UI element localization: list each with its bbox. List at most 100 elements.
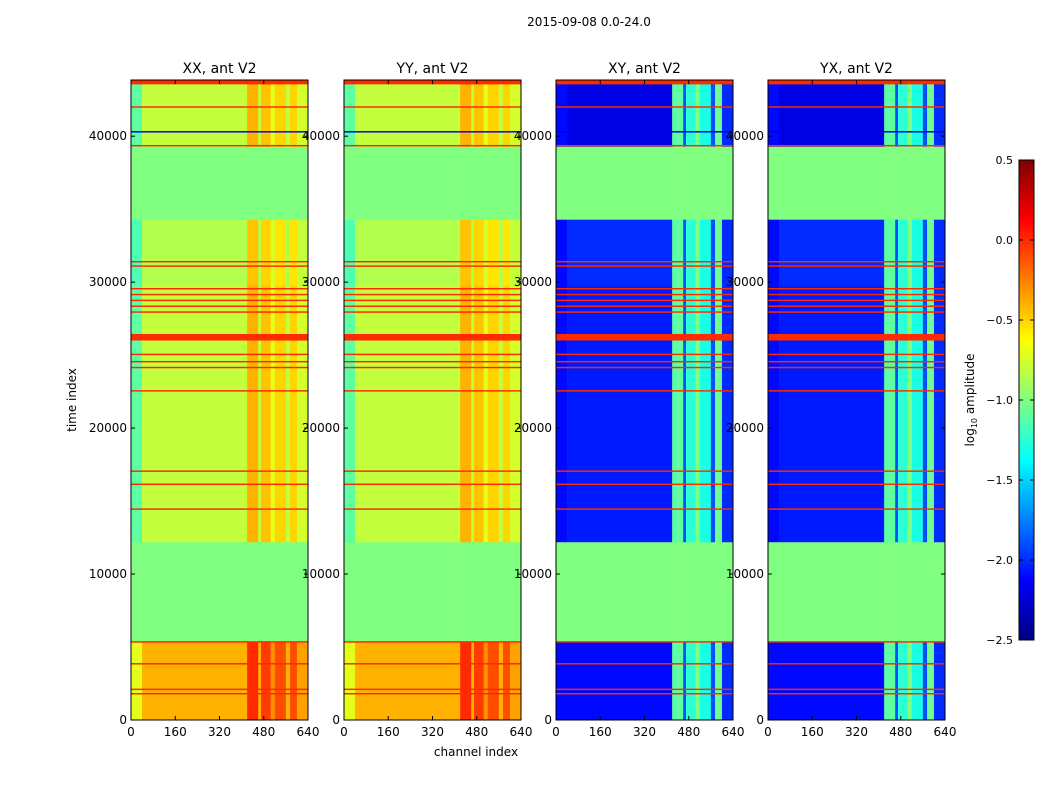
heatmap-cell [779, 219, 885, 286]
heatmap-cell [699, 541, 712, 642]
heatmap-cell [768, 541, 780, 642]
rfi-line [344, 260, 521, 263]
rfi-line [131, 366, 308, 369]
heatmap-cell [897, 641, 908, 721]
heatmap-cell [344, 641, 356, 721]
rfi-line [344, 265, 521, 267]
heatmap-cell [258, 80, 262, 147]
heatmap-cell [258, 146, 262, 220]
y-tick-label: 30000 [514, 275, 552, 289]
heatmap-cell [344, 80, 356, 147]
colorbar-segment [1019, 224, 1034, 229]
colorbar-segment [1019, 320, 1034, 325]
heatmap-cell [556, 541, 568, 642]
heatmap-cell [247, 219, 259, 286]
heatmap-cell [695, 219, 701, 286]
colorbar-segment [1019, 380, 1034, 385]
x-tick-label: 160 [801, 725, 824, 739]
heatmap-cell [260, 541, 271, 642]
rfi-line [131, 353, 308, 356]
heatmap-cell [768, 80, 780, 147]
rfi-line [344, 287, 521, 290]
heatmap-cell [344, 219, 356, 286]
colorbar-segment [1019, 532, 1034, 537]
colorbar-segment [1019, 624, 1034, 629]
heatmap-cell [933, 641, 946, 721]
heatmap-cell [270, 80, 276, 147]
rfi-line [131, 299, 308, 302]
colorbar-segment [1019, 160, 1034, 165]
y-tick-label: 30000 [302, 275, 340, 289]
rfi-line [344, 663, 521, 665]
heatmap-cell [131, 80, 143, 147]
colorbar-segment [1019, 336, 1034, 341]
colorbar-segment [1019, 432, 1034, 437]
heatmap-cell [131, 146, 143, 220]
heatmap-cell [927, 285, 935, 543]
heatmap-cell [498, 541, 504, 642]
colorbar-segment [1019, 552, 1034, 557]
rfi-line [131, 265, 308, 267]
colorbar-segment [1019, 276, 1034, 281]
colorbar-segment [1019, 316, 1034, 321]
heatmap-cell [285, 80, 291, 147]
rfi-line [344, 366, 521, 369]
heatmap-cell [509, 219, 522, 286]
colorbar-tick-label: −0.5 [986, 314, 1013, 327]
colorbar-segment [1019, 420, 1034, 425]
y-tick-label: 10000 [302, 567, 340, 581]
rfi-line [768, 287, 945, 290]
rfi-line [768, 299, 945, 302]
heatmap-cell [907, 541, 913, 642]
heatmap-cell [355, 219, 461, 286]
x-tick-label: 320 [208, 725, 231, 739]
heatmap-cell [721, 541, 734, 642]
rfi-line [556, 106, 733, 108]
rfi-line [556, 311, 733, 313]
x-tick-label: 0 [764, 725, 772, 739]
colorbar-tick-label: −1.0 [986, 394, 1013, 407]
colorbar-tick-label: −2.5 [986, 634, 1013, 647]
colorbar-segment [1019, 564, 1034, 569]
heatmap-cell [897, 80, 908, 147]
heatmap-cell [503, 80, 511, 147]
heatmap-cell [247, 541, 259, 642]
heatmap-cell [487, 541, 500, 642]
rfi-line [556, 663, 733, 665]
colorbar-segment [1019, 412, 1034, 417]
heatmap-cell [131, 219, 143, 286]
rfi-line [131, 483, 308, 486]
heatmap-cell [258, 541, 262, 642]
heatmap-cell [715, 219, 723, 286]
colorbar-segment [1019, 292, 1034, 297]
heatmap-cell [683, 219, 687, 286]
heatmap-cell [142, 285, 248, 543]
heatmap-cell [498, 146, 504, 220]
colorbar-segment [1019, 628, 1034, 633]
panel-title: YY, ant V2 [396, 61, 469, 77]
rfi-line [344, 144, 521, 147]
heatmap-cell [142, 80, 248, 147]
heatmap-cell [695, 541, 701, 642]
heatmap-cell [260, 285, 271, 543]
heatmap-cell [768, 641, 780, 721]
rfi-line [556, 360, 733, 363]
heatmap-cell [721, 146, 734, 220]
y-tick-label: 20000 [89, 421, 127, 435]
colorbar-segment [1019, 296, 1034, 301]
colorbar-segment [1019, 376, 1034, 381]
colorbar-segment [1019, 268, 1034, 273]
heatmap-cell [685, 80, 696, 147]
heatmap-cell [567, 146, 673, 220]
heatmap-cell [487, 80, 500, 147]
heatmap-cell [473, 285, 484, 543]
colorbar-segment [1019, 352, 1034, 357]
rfi-line [344, 353, 521, 356]
heatmap-cell [715, 146, 723, 220]
heatmap-cell [503, 541, 511, 642]
colorbar-segment [1019, 372, 1034, 377]
colorbar-segment [1019, 572, 1034, 577]
rfi-line [131, 305, 308, 307]
rfi-line [768, 106, 945, 108]
colorbar-segment [1019, 232, 1034, 237]
